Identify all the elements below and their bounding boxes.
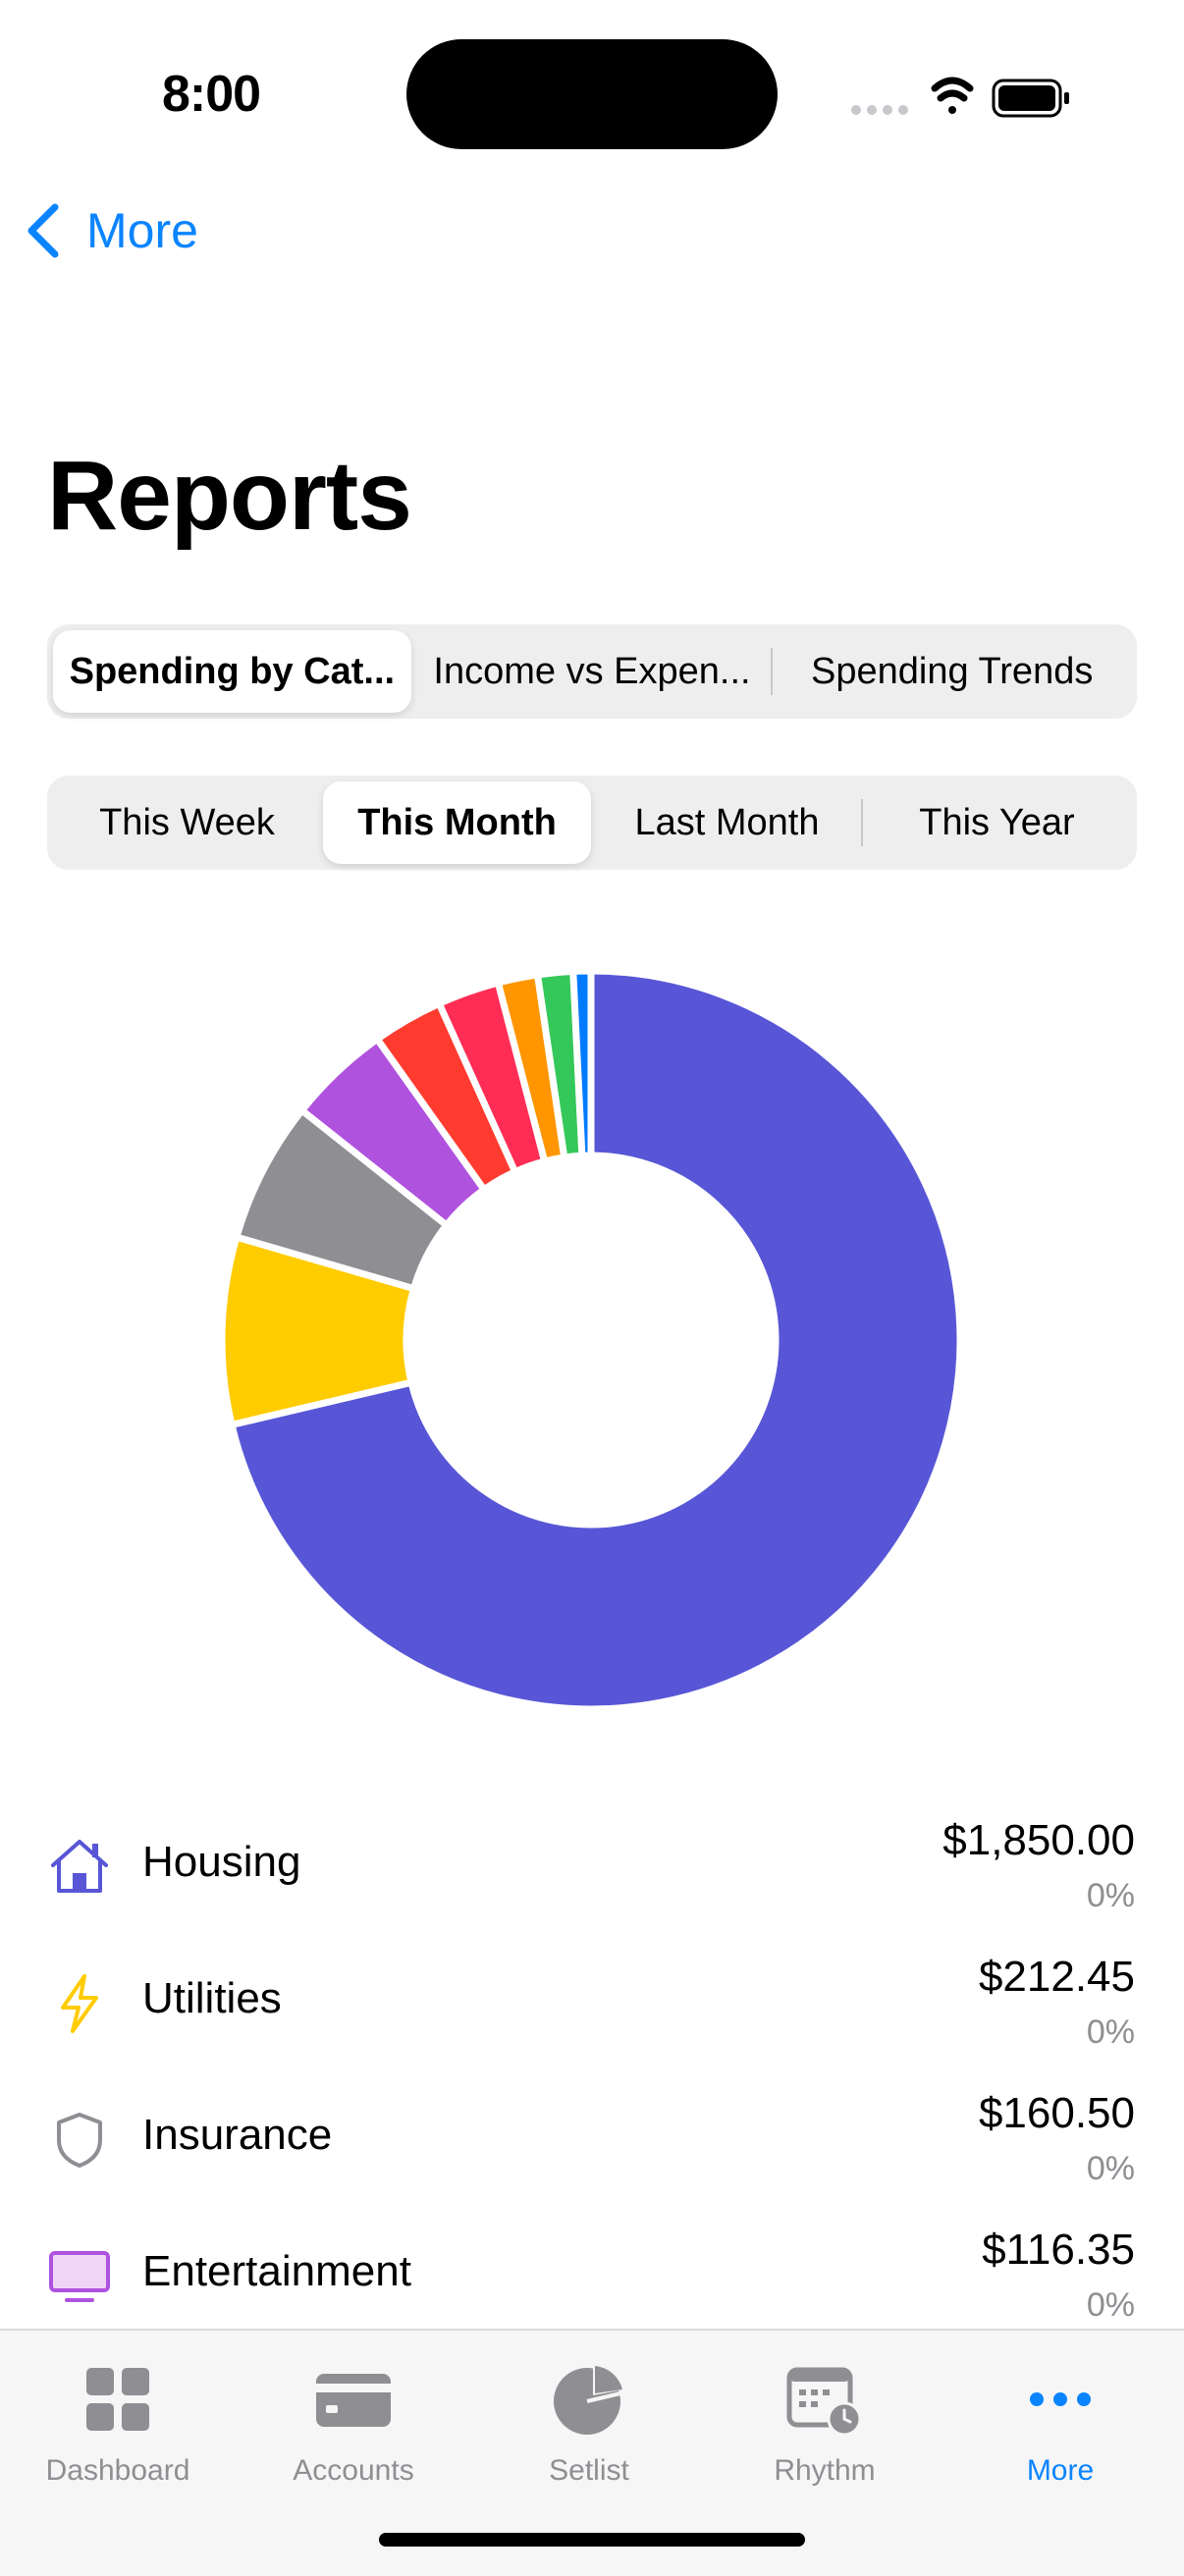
category-percent: 0% — [1086, 1877, 1135, 1914]
tab-spending-trends[interactable]: Spending Trends — [811, 650, 1094, 692]
spending-donut-chart[interactable] — [218, 967, 964, 1713]
tab-this-week[interactable]: This Week — [99, 801, 275, 843]
category-name: Housing — [142, 1838, 301, 1886]
bolt-icon — [61, 1974, 98, 2033]
pie-icon — [554, 2364, 624, 2435]
segment-divider — [771, 648, 774, 695]
category-amount: $116.35 — [982, 2226, 1135, 2274]
category-name: Utilities — [142, 1974, 282, 2022]
donut-slice-category-9[interactable] — [569, 967, 595, 1159]
tab-dashboard[interactable]: Dashboard — [0, 2350, 236, 2497]
category-amount: $212.45 — [978, 1953, 1135, 2001]
category-percent: 0% — [1086, 2013, 1135, 2051]
category-row-entertainment[interactable]: Entertainment $116.35 0% — [0, 2196, 1184, 2333]
tab-income-vs-expenses[interactable]: Income vs Expen... — [433, 650, 751, 692]
status-icons — [851, 77, 1069, 118]
tv-icon — [49, 2251, 110, 2302]
category-percent: 0% — [1086, 2286, 1135, 2324]
category-row-housing[interactable]: Housing $1,850.00 0% — [0, 1787, 1184, 1923]
tab-more[interactable]: More — [942, 2350, 1178, 2497]
status-time: 8:00 — [162, 66, 261, 123]
category-name: Insurance — [142, 2111, 333, 2159]
tab-spending-by-category[interactable]: Spending by Cat... — [53, 630, 411, 713]
category-percent: 0% — [1086, 2150, 1135, 2187]
shield-icon — [57, 2113, 102, 2168]
battery-icon — [992, 79, 1069, 118]
tab-label: More — [1026, 2454, 1095, 2487]
card-icon — [316, 2374, 391, 2427]
tab-label: Setlist — [549, 2454, 629, 2487]
tab-label: Rhythm — [774, 2454, 876, 2487]
house-icon — [51, 1840, 108, 1893]
tab-setlist[interactable]: Setlist — [471, 2350, 707, 2497]
ellipsis-icon — [1030, 2392, 1091, 2406]
period-segmented-control: This Week This Month Last Month This Yea… — [47, 776, 1137, 870]
grid-icon — [86, 2368, 149, 2431]
status-bar: 8:00 — [0, 0, 1184, 187]
report-type-segmented-control: Spending by Cat... Income vs Expen... Sp… — [47, 624, 1137, 719]
segment-divider — [861, 799, 863, 846]
tab-last-month[interactable]: Last Month — [634, 801, 820, 843]
category-row-insurance[interactable]: Insurance $160.50 0% — [0, 2060, 1184, 2196]
tab-accounts[interactable]: Accounts — [236, 2350, 471, 2497]
tab-this-month[interactable]: This Month — [323, 781, 591, 864]
chevron-left-icon — [27, 203, 59, 258]
category-amount: $160.50 — [978, 2089, 1135, 2137]
category-name: Entertainment — [142, 2247, 411, 2295]
signal-icon — [851, 105, 908, 115]
back-label: More — [86, 203, 198, 258]
category-amount: $1,850.00 — [942, 1816, 1135, 1864]
tab-label: Accounts — [293, 2454, 414, 2487]
page-title: Reports — [47, 441, 412, 551]
wifi-icon — [931, 77, 974, 114]
category-row-utilities[interactable]: Utilities $212.45 0% — [0, 1923, 1184, 2060]
donut-slice-housing[interactable] — [228, 967, 964, 1713]
home-indicator — [379, 2533, 805, 2547]
tab-label: Dashboard — [45, 2454, 190, 2487]
tab-rhythm[interactable]: Rhythm — [707, 2350, 942, 2497]
tab-this-year[interactable]: This Year — [919, 801, 1075, 843]
calendar-clock-icon — [786, 2367, 862, 2437]
back-button[interactable]: More — [24, 196, 198, 265]
dynamic-island — [406, 39, 778, 149]
